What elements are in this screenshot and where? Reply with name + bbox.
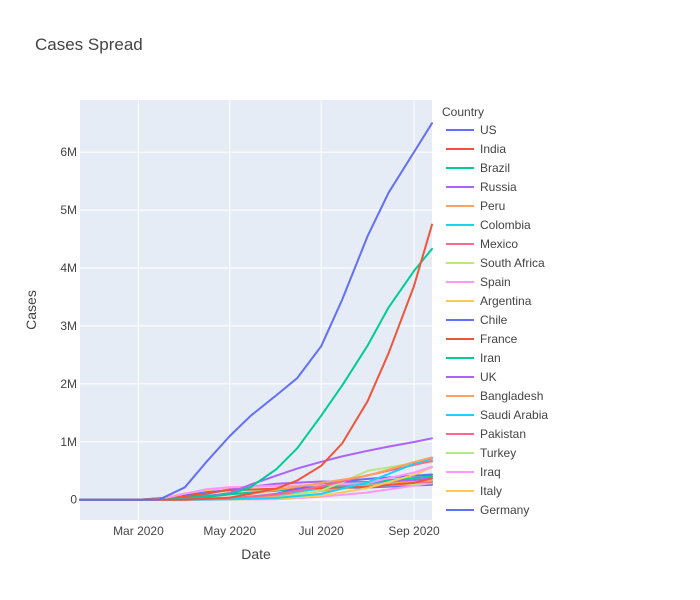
legend-item[interactable]: Chile xyxy=(446,313,508,327)
legend-label: UK xyxy=(480,370,497,384)
x-axis-ticks: Mar 2020 May 2020 Jul 2020 Sep 2020 xyxy=(113,524,440,538)
series-line-india[interactable] xyxy=(79,223,433,501)
legend-item[interactable]: Iran xyxy=(446,351,501,365)
x-tick-label: Mar 2020 xyxy=(113,524,164,538)
x-axis-title: Date xyxy=(241,546,271,562)
y-tick-label: 5M xyxy=(60,203,77,217)
x-tick-label: Jul 2020 xyxy=(298,524,344,538)
legend-item[interactable]: Spain xyxy=(446,275,511,289)
legend-label: France xyxy=(480,332,518,346)
legend-item[interactable]: Italy xyxy=(446,484,502,498)
legend-label: Mexico xyxy=(480,237,518,251)
legend-item[interactable]: Turkey xyxy=(446,446,516,460)
x-tick-label: Sep 2020 xyxy=(388,524,440,538)
legend-item[interactable]: India xyxy=(446,142,506,156)
legend-item[interactable]: South Africa xyxy=(446,256,545,270)
legend: Country US India Brazil Russia Peru Colombia M… xyxy=(442,105,548,517)
legend-item[interactable]: Colombia xyxy=(446,218,531,232)
legend-label: India xyxy=(480,142,506,156)
legend-label: Colombia xyxy=(480,218,531,232)
y-tick-label: 3M xyxy=(60,319,77,333)
legend-label: Germany xyxy=(480,503,529,517)
legend-label: Russia xyxy=(480,180,517,194)
plot-area[interactable] xyxy=(80,100,432,520)
legend-label: Argentina xyxy=(480,294,532,308)
legend-label: Chile xyxy=(480,313,508,327)
chart-title: Cases Spread xyxy=(35,35,143,54)
y-tick-label: 2M xyxy=(60,377,77,391)
legend-label: Iraq xyxy=(480,465,501,479)
legend-label: Peru xyxy=(480,199,505,213)
legend-label: Pakistan xyxy=(480,427,526,441)
legend-item[interactable]: Mexico xyxy=(446,237,518,251)
legend-label: Iran xyxy=(480,351,501,365)
series-lines xyxy=(79,122,433,501)
legend-item[interactable]: UK xyxy=(446,370,497,384)
x-tick-label: May 2020 xyxy=(203,524,256,538)
legend-item[interactable]: Argentina xyxy=(446,294,532,308)
y-axis-ticks: 0 1M 2M 3M 4M 5M 6M xyxy=(60,145,77,507)
legend-title: Country xyxy=(442,105,484,119)
legend-label: Spain xyxy=(480,275,511,289)
legend-item[interactable]: Brazil xyxy=(446,161,510,175)
y-tick-label: 6M xyxy=(60,145,77,159)
legend-label: US xyxy=(480,123,497,137)
legend-label: Bangladesh xyxy=(480,389,543,403)
y-axis-title: Cases xyxy=(23,290,39,330)
legend-item[interactable]: Germany xyxy=(446,503,529,517)
legend-item[interactable]: Bangladesh xyxy=(446,389,543,403)
legend-item[interactable]: Pakistan xyxy=(446,427,526,441)
y-tick-label: 1M xyxy=(60,435,77,449)
y-tick-label: 0 xyxy=(70,493,77,507)
legend-label: Turkey xyxy=(480,446,516,460)
series-line-us[interactable] xyxy=(79,122,433,501)
legend-item[interactable]: Iraq xyxy=(446,465,501,479)
legend-label: Brazil xyxy=(480,161,510,175)
legend-item[interactable]: Russia xyxy=(446,180,517,194)
legend-label: Saudi Arabia xyxy=(480,408,548,422)
legend-item[interactable]: France xyxy=(446,332,518,346)
y-tick-label: 4M xyxy=(60,261,77,275)
legend-label: South Africa xyxy=(480,256,545,270)
legend-item[interactable]: Peru xyxy=(446,199,505,213)
legend-items: US India Brazil Russia Peru Colombia Mexico Sou… xyxy=(446,123,548,517)
legend-item[interactable]: Saudi Arabia xyxy=(446,408,548,422)
legend-label: Italy xyxy=(480,484,502,498)
legend-item[interactable]: US xyxy=(446,123,497,137)
